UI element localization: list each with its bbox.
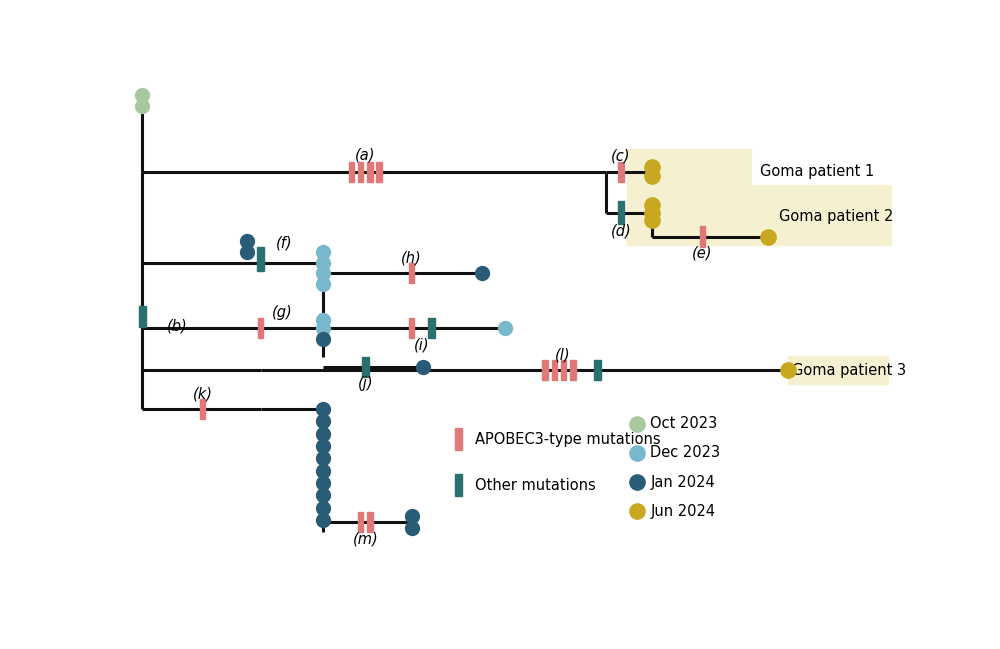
Bar	[627, 149, 751, 184]
Bar	[139, 306, 146, 327]
Bar	[542, 360, 548, 380]
Bar	[367, 512, 373, 532]
Bar	[455, 428, 462, 450]
Bar	[376, 162, 382, 182]
Text: Goma patient 1: Goma patient 1	[761, 164, 875, 179]
Bar	[358, 162, 363, 182]
Text: (c): (c)	[611, 149, 631, 164]
Bar	[552, 360, 557, 380]
Bar	[349, 162, 354, 182]
Bar	[627, 185, 891, 245]
Bar	[409, 263, 414, 284]
Text: Goma patient 2: Goma patient 2	[779, 209, 894, 224]
Bar	[561, 360, 566, 380]
Bar	[594, 360, 601, 380]
Text: (j): (j)	[357, 376, 373, 391]
Bar	[428, 318, 435, 338]
Bar	[618, 201, 624, 224]
Text: Jan 2024: Jan 2024	[650, 474, 715, 489]
Bar	[570, 360, 576, 380]
Text: Other mutations: Other mutations	[475, 478, 596, 493]
Bar	[455, 474, 462, 496]
Text: (f): (f)	[276, 235, 292, 250]
Bar	[358, 512, 363, 532]
Text: Oct 2023: Oct 2023	[650, 416, 718, 431]
Text: (b): (b)	[167, 318, 187, 334]
Text: (a): (a)	[355, 147, 376, 162]
Text: (h): (h)	[401, 251, 422, 265]
Text: (e): (e)	[692, 246, 713, 261]
Text: Jun 2024: Jun 2024	[650, 504, 716, 519]
Bar	[257, 247, 264, 271]
Text: Goma patient 3: Goma patient 3	[792, 363, 906, 378]
Bar	[618, 162, 624, 182]
Bar	[788, 356, 888, 384]
Bar	[700, 227, 705, 247]
Text: (l): (l)	[555, 348, 571, 363]
Text: (g): (g)	[272, 305, 293, 320]
Text: (k): (k)	[192, 386, 212, 401]
Text: APOBEC3-type mutations: APOBEC3-type mutations	[475, 432, 661, 447]
Bar	[409, 318, 414, 338]
Bar	[362, 356, 369, 376]
Text: (d): (d)	[611, 224, 631, 239]
Bar	[200, 399, 205, 419]
Bar	[258, 318, 263, 338]
Text: (m): (m)	[352, 532, 378, 546]
Text: (i): (i)	[414, 337, 430, 352]
Text: Dec 2023: Dec 2023	[650, 445, 721, 460]
Bar	[367, 162, 373, 182]
